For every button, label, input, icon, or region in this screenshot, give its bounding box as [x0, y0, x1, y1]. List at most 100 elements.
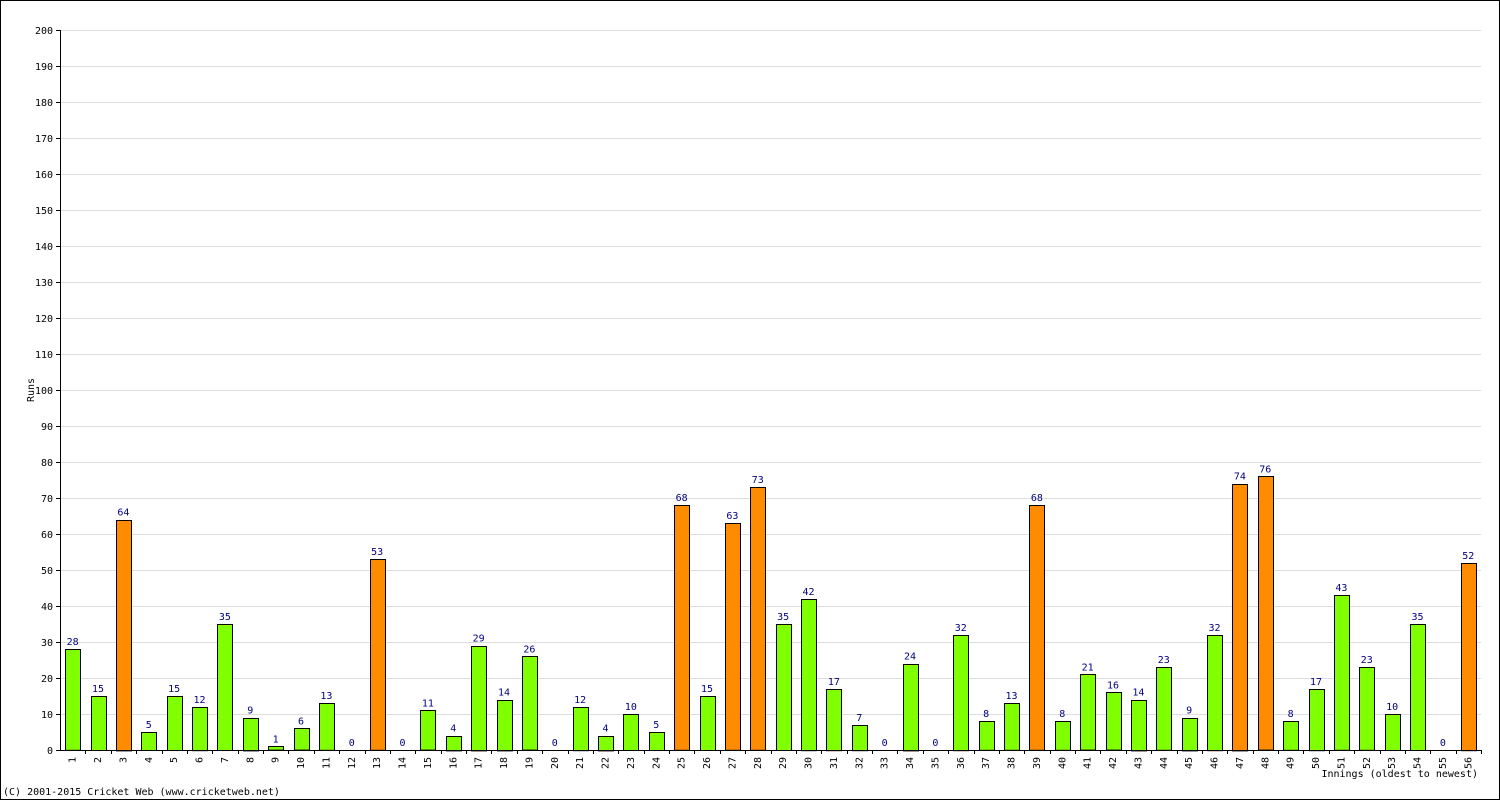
- bar: [649, 732, 665, 751]
- x-tick-label: 1: [68, 757, 79, 763]
- bar: [370, 559, 386, 751]
- value-label: 17: [1310, 677, 1322, 688]
- bar: [1156, 667, 1172, 751]
- bar: [192, 707, 208, 752]
- bar: [522, 656, 538, 751]
- x-tick-label: 11: [321, 757, 332, 769]
- x-tick-label: 3: [118, 757, 129, 763]
- value-label: 4: [450, 724, 456, 735]
- x-tick-label: 22: [601, 757, 612, 769]
- bars: 1282153644551561273589911061113120135314…: [65, 464, 1477, 769]
- bar: [141, 732, 157, 751]
- value-label: 15: [92, 684, 104, 695]
- x-tick-label: 13: [372, 757, 383, 769]
- y-tick-label: 150: [35, 206, 53, 217]
- bar: [750, 487, 766, 751]
- x-tick-label: 28: [753, 757, 764, 769]
- bar: [1461, 563, 1477, 752]
- value-label: 0: [1440, 738, 1446, 749]
- value-label: 21: [1082, 662, 1094, 673]
- value-label: 15: [701, 684, 713, 695]
- value-label: 42: [803, 587, 815, 598]
- y-tick-label: 180: [35, 98, 53, 109]
- x-tick-label: 8: [245, 757, 256, 763]
- value-label: 28: [67, 637, 79, 648]
- x-tick-label: 40: [1057, 757, 1068, 769]
- value-label: 0: [932, 738, 938, 749]
- bar: [243, 718, 259, 752]
- bar: [116, 520, 132, 752]
- x-tick-label: 32: [854, 757, 865, 769]
- x-tick-label: 50: [1311, 757, 1322, 769]
- bar: [852, 725, 868, 752]
- x-tick-label: 4: [144, 757, 155, 763]
- value-label: 10: [625, 702, 637, 713]
- value-label: 14: [1132, 688, 1144, 699]
- value-label: 32: [1209, 623, 1221, 634]
- x-tick-label: 29: [778, 757, 789, 769]
- bar: [1080, 674, 1096, 751]
- bar: [598, 736, 614, 752]
- bar: [1182, 718, 1198, 752]
- x-tick-label: 2: [93, 757, 104, 763]
- value-label: 23: [1158, 655, 1170, 666]
- value-label: 1: [273, 734, 279, 745]
- x-tick-label: 51: [1336, 757, 1347, 769]
- x-tick-label: 30: [804, 757, 815, 769]
- value-label: 5: [653, 720, 659, 731]
- bar: [1283, 721, 1299, 751]
- value-label: 74: [1234, 472, 1246, 483]
- x-tick-label: 17: [474, 757, 485, 769]
- value-label: 10: [1386, 702, 1398, 713]
- x-tick-label: 31: [829, 757, 840, 769]
- y-tick-label: 140: [35, 242, 53, 253]
- x-tick-label: 55: [1438, 757, 1449, 769]
- bar: [167, 696, 183, 751]
- y-tick-label: 0: [47, 746, 53, 757]
- value-label: 52: [1462, 551, 1474, 562]
- value-label: 23: [1361, 655, 1373, 666]
- x-tick-label: 24: [651, 757, 662, 769]
- value-label: 8: [1059, 709, 1065, 720]
- x-tick-label: 34: [905, 757, 916, 769]
- bar: [674, 505, 690, 751]
- x-tick-label: 23: [626, 757, 637, 769]
- x-tick-label: 27: [727, 757, 738, 769]
- bar: [1359, 667, 1375, 751]
- bar: [1207, 635, 1223, 752]
- value-label: 4: [603, 724, 609, 735]
- bar: [319, 703, 335, 751]
- bar: [725, 523, 741, 751]
- x-tick-label: 26: [702, 757, 713, 769]
- bar: [1309, 689, 1325, 752]
- x-axis-label: Innings (oldest to newest): [1321, 769, 1478, 780]
- bar: [573, 707, 589, 752]
- bar: [268, 746, 284, 751]
- value-label: 13: [1006, 691, 1018, 702]
- y-tick-label: 170: [35, 134, 53, 145]
- x-tick-label: 37: [981, 757, 992, 769]
- x-tick-label: 53: [1387, 757, 1398, 769]
- x-tick-label: 19: [524, 757, 535, 769]
- value-label: 35: [1412, 612, 1424, 623]
- y-tick-label: 90: [41, 422, 53, 433]
- y-tick-label: 130: [35, 278, 53, 289]
- value-label: 35: [777, 612, 789, 623]
- bar: [446, 736, 462, 752]
- bar: [953, 635, 969, 752]
- x-tick-label: 54: [1413, 757, 1424, 769]
- x-tick-label: 33: [880, 757, 891, 769]
- bar: [801, 599, 817, 752]
- value-label: 53: [371, 547, 383, 558]
- value-label: 26: [523, 644, 535, 655]
- x-tick-label: 42: [1108, 757, 1119, 769]
- bar: [623, 714, 639, 751]
- y-tick-label: 160: [35, 170, 53, 181]
- bar: [1258, 476, 1274, 751]
- value-label: 11: [422, 698, 434, 709]
- x-tick-label: 15: [423, 757, 434, 769]
- bar: [700, 696, 716, 751]
- y-tick-label: 110: [35, 350, 53, 361]
- value-label: 13: [320, 691, 332, 702]
- x-tick-label: 21: [575, 757, 586, 769]
